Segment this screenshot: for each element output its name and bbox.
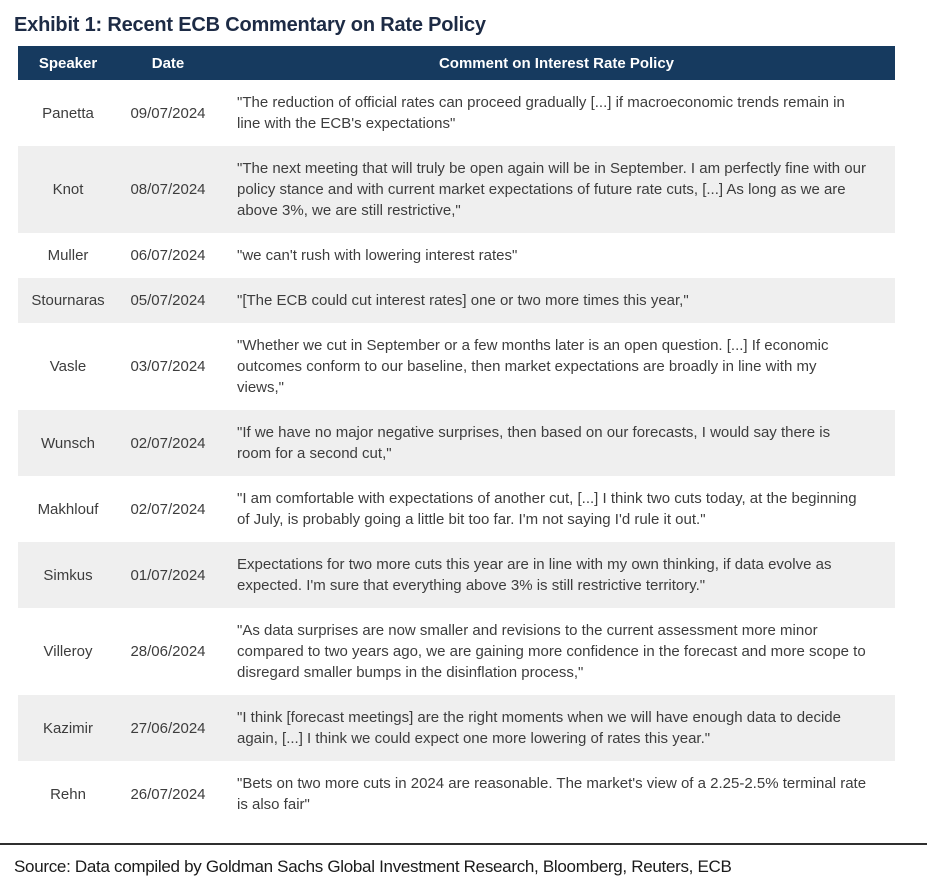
page-title: Exhibit 1: Recent ECB Commentary on Rate… [14,14,486,36]
date-cell: 02/07/2024 [130,434,206,452]
commentary-table: Speaker Date Comment on Interest Rate Po… [18,46,895,827]
table-row: Wunsch 02/07/2024 "If we have no major n… [18,410,895,476]
date-cell: 06/07/2024 [130,247,206,264]
speaker-cell: Wunsch [41,434,95,452]
bottom-divider [0,843,927,845]
comment-cell: "[The ECB could cut interest rates] one … [237,292,689,309]
speaker-cell: Makhlouf [37,500,99,518]
column-header-date: Date [151,54,185,72]
comment-cell: "Whether we cut in September or a few mo… [237,337,829,396]
date-cell: 05/07/2024 [130,292,206,309]
date-cell: 26/07/2024 [130,785,206,803]
column-header-comment: Comment on Interest Rate Policy [438,54,675,72]
table-row: Stournaras 05/07/2024 "[The ECB could cu… [18,278,895,323]
speaker-cell: Kazimir [42,719,93,737]
date-cell: 27/06/2024 [130,719,206,737]
date-cell: 01/07/2024 [130,566,206,584]
comment-cell: "I am comfortable with expectations of a… [237,490,857,528]
table-body: Panetta 09/07/2024 "The reduction of off… [18,80,895,827]
speaker-cell: Stournaras [31,292,105,309]
table-row: Villeroy 28/06/2024 "As data surprises a… [18,608,895,695]
table-row: Rehn 26/07/2024 "Bets on two more cuts i… [18,761,895,827]
speaker-cell: Muller [47,247,89,264]
table-row: Knot 08/07/2024 "The next meeting that w… [18,146,895,233]
speaker-cell: Panetta [42,104,94,122]
comment-cell: "If we have no major negative surprises,… [237,424,831,462]
comment-cell: Expectations for two more cuts this year… [237,556,832,594]
speaker-cell: Simkus [43,566,93,584]
date-cell: 08/07/2024 [130,181,206,198]
date-cell: 28/06/2024 [130,643,206,660]
source-note: Source: Data compiled by Goldman Sachs G… [14,857,732,876]
speaker-cell: Rehn [50,785,86,803]
comment-cell: "The reduction of official rates can pro… [237,94,845,132]
table-row: Simkus 01/07/2024 Expectations for two m… [18,542,895,608]
date-cell: 03/07/2024 [130,358,206,375]
table-row: Kazimir 27/06/2024 "I think [forecast me… [18,695,895,761]
table-header-row: Speaker Date Comment on Interest Rate Po… [18,46,895,80]
speaker-cell: Villeroy [43,643,93,660]
table-row: Muller 06/07/2024 "we can't rush with lo… [18,233,895,278]
comment-cell: "I think [forecast meetings] are the rig… [237,709,841,747]
date-cell: 09/07/2024 [130,104,206,122]
table-row: Vasle 03/07/2024 "Whether we cut in Sept… [18,323,895,410]
speaker-cell: Vasle [49,358,87,375]
date-cell: 02/07/2024 [130,500,206,518]
speaker-cell: Knot [52,181,84,198]
comment-cell: "Bets on two more cuts in 2024 are reaso… [237,775,867,813]
comment-cell: "As data surprises are now smaller and r… [237,622,866,681]
comment-cell: "The next meeting that will truly be ope… [237,160,866,219]
column-header-speaker: Speaker [38,54,98,72]
table-row: Makhlouf 02/07/2024 "I am comfortable wi… [18,476,895,542]
comment-cell: "we can't rush with lowering interest ra… [237,247,518,264]
table-row: Panetta 09/07/2024 "The reduction of off… [18,80,895,146]
